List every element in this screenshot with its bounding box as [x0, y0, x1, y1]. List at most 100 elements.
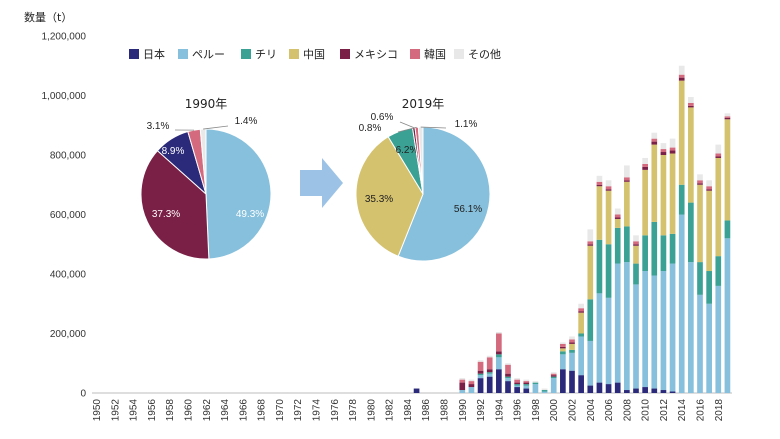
- bar-segment: [715, 156, 722, 158]
- bar-segment: [697, 184, 703, 263]
- bar-segment: [560, 342, 566, 344]
- bar-segment: [560, 343, 566, 347]
- pie-slice-label: 0.6%: [371, 112, 394, 123]
- bar-segment: [633, 244, 639, 246]
- bar-segment: [697, 174, 703, 181]
- bar-segment: [477, 360, 484, 362]
- bar-segment: [706, 186, 712, 190]
- x-tick-label: 1980: [366, 399, 377, 422]
- bar-segment: [706, 180, 712, 187]
- bar-segment: [560, 346, 566, 349]
- bar-segment: [688, 202, 694, 263]
- bar-segment: [459, 379, 466, 383]
- bar-segment: [505, 381, 511, 393]
- bar-segment: [541, 390, 548, 392]
- bar-segment: [596, 181, 603, 185]
- x-tick-label: 2014: [677, 399, 688, 422]
- y-tick-label: 800,000: [50, 151, 87, 162]
- bar-segment: [633, 263, 639, 285]
- bar-segment: [660, 152, 667, 155]
- bar-segment: [605, 297, 612, 385]
- pie-1990: 1990年 49.3% 37.3% 8.9% 3.1% 1.4%: [140, 97, 272, 260]
- bar-segment: [651, 141, 658, 145]
- bar-segment: [715, 285, 722, 393]
- bar-segment: [642, 387, 648, 393]
- legend-label: 中国: [303, 48, 325, 61]
- bar-segment: [523, 384, 530, 386]
- x-tick-label: 1972: [293, 399, 304, 422]
- bar-segment: [605, 244, 612, 298]
- bar-segment: [706, 303, 712, 393]
- bar-segment: [724, 238, 731, 393]
- legend-swatch: [241, 49, 251, 59]
- bar-segment: [477, 361, 484, 371]
- bar-segment: [651, 275, 658, 389]
- bar-segment: [688, 102, 694, 106]
- x-tick-label: 2006: [604, 399, 615, 422]
- legend-label: メキシコ: [354, 48, 398, 61]
- bar-segment: [532, 381, 539, 383]
- y-tick-label: 0: [80, 389, 86, 400]
- bar-segment: [496, 357, 502, 370]
- bar-segment: [669, 150, 676, 154]
- x-tick-label: 2008: [622, 399, 633, 422]
- bar-segment: [651, 221, 658, 276]
- bar-segment: [624, 177, 630, 181]
- bar-segment: [587, 241, 594, 245]
- bar-segment: [605, 190, 612, 245]
- bar-segment: [669, 233, 676, 264]
- bar-segment: [642, 235, 648, 272]
- bar-segment: [724, 119, 731, 221]
- right-arrow-icon: [300, 158, 343, 208]
- bar-segment: [468, 381, 475, 385]
- bar-segment: [596, 382, 603, 393]
- legend: 日本 ペルー チリ 中国 メキシコ 韓国 その他: [129, 47, 501, 61]
- bar-segment: [633, 245, 639, 264]
- pie-slice: [397, 126, 491, 262]
- bar-segment: [560, 351, 566, 355]
- bar-segment: [669, 391, 676, 393]
- x-tick-label: 1986: [421, 399, 432, 422]
- x-tick-label: 2012: [659, 399, 670, 422]
- legend-swatch: [178, 49, 188, 59]
- bar-segment: [678, 65, 685, 75]
- bar-segment: [624, 180, 630, 182]
- x-tick-label: 2010: [641, 399, 652, 422]
- bar-segment: [532, 382, 539, 385]
- bar-segment: [587, 229, 594, 242]
- bar-segment: [587, 340, 594, 386]
- bar-segment: [642, 271, 648, 388]
- x-tick-label: 1978: [348, 399, 359, 422]
- pie-title: 2019年: [402, 97, 445, 111]
- bar-segment: [624, 226, 630, 263]
- bar-segment: [724, 113, 731, 117]
- x-tick-label: 1996: [513, 399, 524, 422]
- legend-swatch: [289, 49, 299, 59]
- bar-segment: [569, 343, 575, 350]
- x-tick-label: 1990: [458, 399, 469, 422]
- bar-segment: [550, 378, 557, 393]
- legend-label: 日本: [143, 47, 165, 61]
- bar-segment: [715, 153, 722, 157]
- bar-segment: [578, 375, 584, 393]
- pie-slice-label: 56.1%: [454, 204, 482, 215]
- pie-2019: 2019年 56.1% 35.3% 6.2% 0.6%0.8% 1.1%: [355, 97, 491, 262]
- bar-segment: [651, 132, 658, 139]
- bar-segment: [651, 138, 658, 142]
- bar-segment: [697, 294, 703, 393]
- bar-segment: [550, 373, 557, 376]
- bar-segment: [496, 351, 502, 355]
- stacked-bars: [413, 65, 731, 393]
- bar-segment: [560, 369, 566, 393]
- bar-segment: [578, 333, 584, 337]
- pie-slice-label: 35.3%: [365, 194, 393, 205]
- bar-segment: [633, 388, 639, 393]
- bar-segment: [715, 144, 722, 154]
- x-tick-label: 1964: [220, 399, 231, 422]
- bar-segment: [523, 385, 530, 389]
- y-tick-label: 200,000: [50, 329, 87, 340]
- x-tick-label: 1962: [202, 399, 213, 422]
- pie-leader-line: [420, 126, 447, 129]
- bar-segment: [697, 262, 703, 295]
